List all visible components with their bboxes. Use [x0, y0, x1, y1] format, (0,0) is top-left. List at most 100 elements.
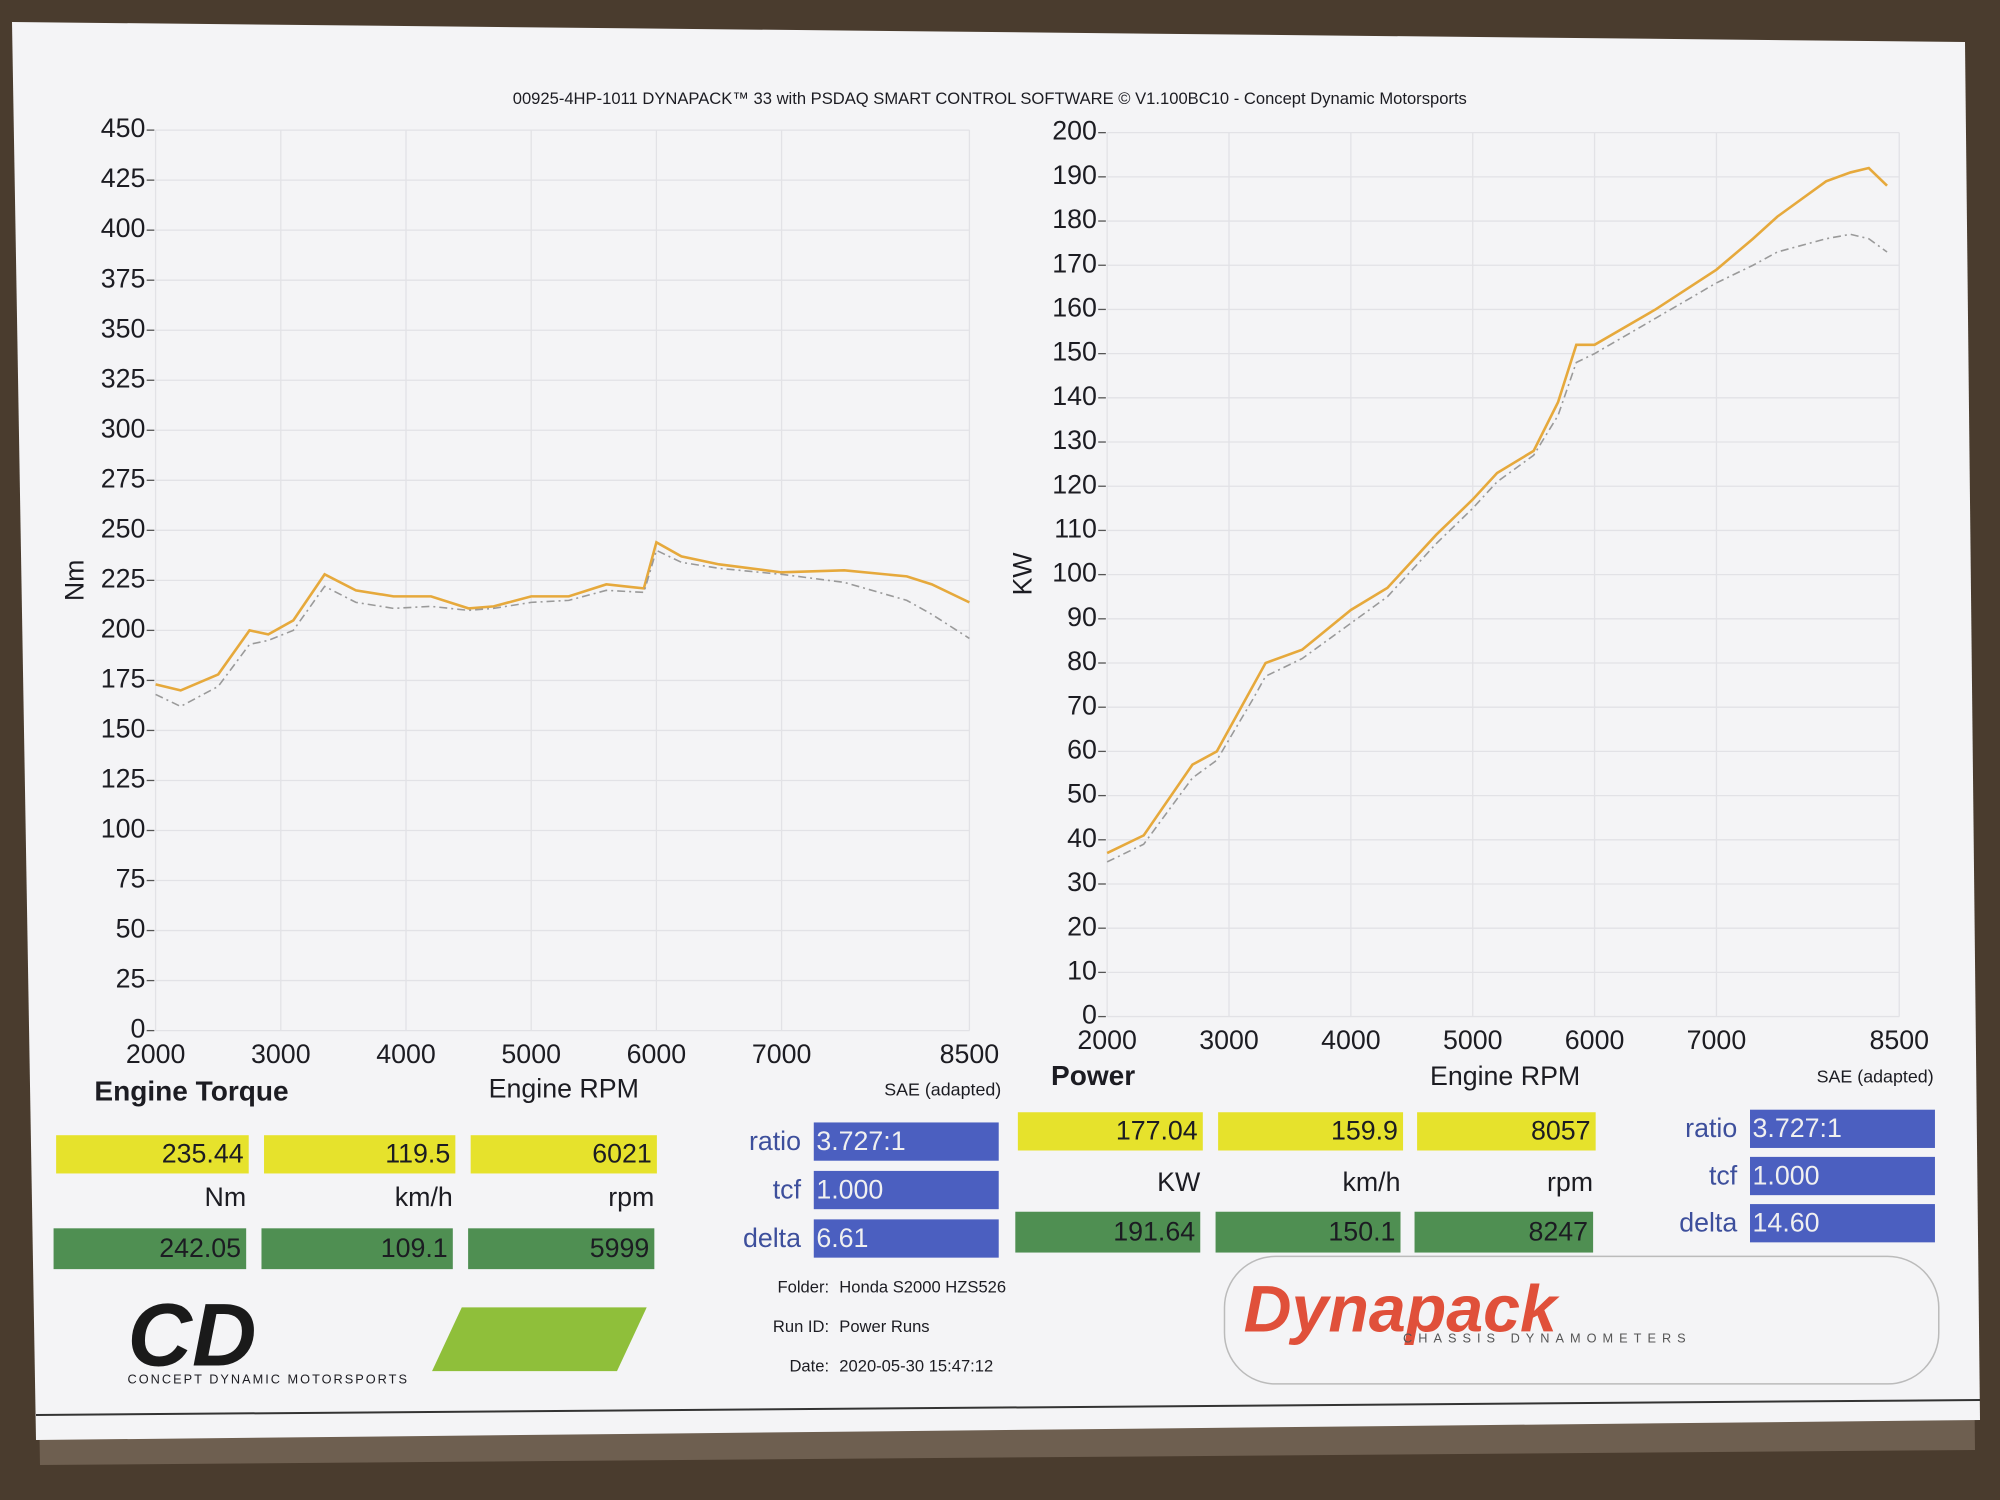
setting-value: 6.61	[816, 1223, 868, 1253]
y-tick-label: 275	[101, 463, 146, 493]
chart-title: Power	[1051, 1060, 1135, 1091]
setting-box	[1750, 1156, 1935, 1196]
setting-value: 14.60	[1753, 1208, 1820, 1238]
x-tick-label: 2000	[126, 1039, 186, 1069]
y-tick-label: 350	[101, 313, 146, 343]
x-tick-label: 2000	[1077, 1025, 1137, 1055]
y-tick-label: 0	[131, 1014, 146, 1044]
secondary-box	[261, 1228, 453, 1270]
x-tick-label: 4000	[1321, 1025, 1381, 1055]
y-tick-label: 75	[116, 864, 146, 894]
y-tick-label: 180	[1052, 204, 1097, 234]
x-tick-label: 6000	[627, 1039, 687, 1069]
setting-value: 1.000	[1753, 1160, 1820, 1190]
primary-value: 6021	[592, 1139, 652, 1169]
x-tick-label: 5000	[501, 1039, 561, 1069]
run-line	[1106, 166, 1888, 855]
run-info-label: Folder:	[777, 1278, 829, 1297]
primary-box	[1218, 1112, 1404, 1151]
setting-label: tcf	[773, 1174, 802, 1204]
y-tick-label: 225	[101, 563, 146, 593]
y-tick-label: 160	[1052, 293, 1097, 323]
y-tick-label: 30	[1067, 867, 1097, 897]
x-tick-label: 8500	[1869, 1025, 1929, 1055]
setting-box	[813, 1219, 999, 1258]
y-tick-label: 25	[116, 964, 146, 994]
annotation: SAE (adapted)	[1817, 1067, 1934, 1087]
primary-box	[1417, 1112, 1596, 1151]
run-line	[155, 540, 970, 692]
reference-line	[155, 549, 970, 708]
primary-value: 159.9	[1331, 1116, 1398, 1146]
secondary-value: 191.64	[1113, 1216, 1195, 1246]
cd-stripes	[432, 1307, 647, 1372]
y-tick-label: 50	[116, 914, 146, 944]
y-tick-label: 400	[101, 213, 146, 243]
y-tick-label: 170	[1052, 248, 1097, 278]
x-tick-label: 3000	[251, 1039, 311, 1069]
x-tick-label: 5000	[1443, 1025, 1503, 1055]
annotation: SAE (adapted)	[884, 1079, 1001, 1099]
primary-value: 235.44	[162, 1139, 244, 1169]
x-tick-label: 8500	[940, 1039, 1000, 1069]
y-tick-label: 250	[101, 513, 146, 543]
x-axis-label: Engine RPM	[1430, 1061, 1580, 1091]
setting-box	[813, 1170, 999, 1210]
setting-box	[813, 1122, 999, 1161]
footer-rule	[35, 1399, 1981, 1416]
y-tick-label: 140	[1052, 381, 1097, 411]
y-tick-label: 130	[1052, 425, 1097, 455]
y-axis-label: Nm	[60, 560, 90, 602]
unit-label: rpm	[608, 1182, 654, 1212]
y-axis-label: KW	[1007, 552, 1037, 596]
unit-label: rpm	[1547, 1167, 1593, 1197]
x-tick-label: 3000	[1199, 1025, 1259, 1055]
secondary-box	[468, 1228, 655, 1270]
y-tick-label: 80	[1067, 646, 1097, 676]
run-info-value: Honda S2000 HZS526	[839, 1278, 1006, 1297]
unit-label: Nm	[205, 1182, 247, 1212]
setting-value: 1.000	[816, 1174, 883, 1204]
y-tick-label: 70	[1067, 690, 1097, 720]
setting-value: 3.727:1	[1753, 1113, 1842, 1143]
header: 00925-4HP-1011 DYNAPACK™ 33 with PSDAQ S…	[513, 89, 1467, 108]
setting-value: 3.727:1	[816, 1126, 905, 1156]
run-info-value: 2020-05-30 15:47:12	[839, 1357, 993, 1376]
primary-box	[56, 1135, 249, 1174]
y-tick-label: 10	[1067, 955, 1097, 985]
run-info-label: Run ID:	[773, 1317, 829, 1336]
reference-line	[1106, 233, 1888, 863]
setting-label: ratio	[749, 1126, 801, 1156]
y-tick-label: 0	[1082, 1000, 1097, 1030]
y-tick-label: 150	[101, 714, 146, 744]
y-tick-label: 100	[1052, 558, 1097, 588]
unit-label: km/h	[395, 1182, 453, 1212]
x-tick-label: 7000	[1687, 1025, 1747, 1055]
y-tick-label: 150	[1052, 337, 1097, 367]
run-info-value: Power Runs	[839, 1317, 929, 1336]
y-tick-label: 200	[101, 613, 146, 643]
y-tick-label: 110	[1054, 513, 1097, 543]
secondary-box	[53, 1228, 247, 1270]
y-tick-label: 90	[1067, 602, 1097, 632]
run-info-label: Date:	[789, 1357, 829, 1376]
secondary-value: 5999	[590, 1233, 650, 1263]
y-tick-label: 40	[1067, 823, 1097, 853]
y-tick-label: 325	[101, 363, 146, 393]
y-tick-label: 125	[101, 764, 146, 794]
secondary-value: 8247	[1528, 1216, 1588, 1246]
primary-value: 177.04	[1116, 1116, 1198, 1146]
x-tick-label: 4000	[376, 1039, 436, 1069]
setting-label: delta	[1679, 1208, 1737, 1238]
unit-label: KW	[1157, 1167, 1201, 1197]
secondary-value: 242.05	[159, 1233, 241, 1263]
y-tick-label: 175	[101, 663, 146, 693]
x-axis-label: Engine RPM	[489, 1074, 639, 1104]
y-tick-label: 375	[101, 263, 146, 293]
dynapack-logo: Dynapack	[1244, 1272, 1560, 1346]
secondary-value: 109.1	[381, 1233, 448, 1263]
secondary-value: 150.1	[1328, 1216, 1395, 1246]
dynapack-frame	[1223, 1255, 1940, 1385]
setting-label: ratio	[1685, 1113, 1737, 1143]
